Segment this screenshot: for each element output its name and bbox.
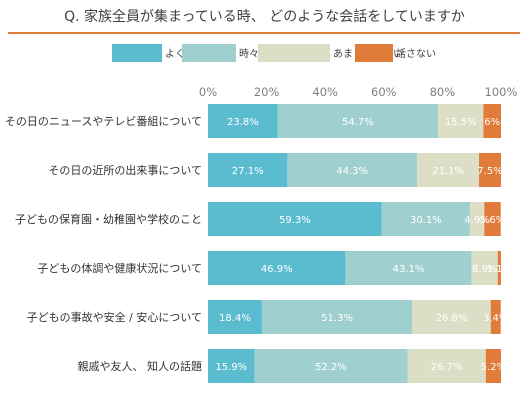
data-label-0-1: 54.7% <box>342 117 374 128</box>
data-label-4-3: 3.4% <box>483 313 508 324</box>
bar-3-1 <box>345 251 472 285</box>
bar-4-0 <box>208 300 262 334</box>
data-label-2-3: 5.6% <box>480 215 505 226</box>
x-tick-label-4: 80% <box>430 85 456 99</box>
bar-3-0 <box>208 251 346 285</box>
x-tick-label-2: 40% <box>312 85 338 99</box>
data-label-3-1: 43.1% <box>393 264 425 275</box>
bar-0-1 <box>277 104 439 138</box>
data-label-3-0: 46.9% <box>261 264 293 275</box>
legend-swatch-1 <box>182 44 236 62</box>
bars <box>208 104 501 383</box>
x-axis-ticks: 0% 20% 40% 60% 80% 100% <box>199 85 518 99</box>
bar-4-3 <box>490 300 501 334</box>
bar-4-2 <box>412 300 491 334</box>
category-label-3: 子どもの体調や健康状況について <box>37 261 202 275</box>
bar-5-3 <box>485 349 501 383</box>
bar-0-3 <box>483 104 501 138</box>
data-label-2-0: 59.3% <box>279 215 311 226</box>
bar-1-0 <box>208 153 288 187</box>
bar-2-0 <box>208 202 382 236</box>
x-tick-label-3: 60% <box>371 85 397 99</box>
data-label-3-3: 1.1% <box>487 264 512 275</box>
bar-0-2 <box>438 104 484 138</box>
data-label-5-1: 52.2% <box>315 362 347 373</box>
category-labels: その日のニュースやテレビ番組についてその日の近所の出来事について子どもの保育園・… <box>5 115 202 373</box>
data-label-1-2: 21.1% <box>432 166 464 177</box>
data-label-0-3: 6% <box>484 117 500 128</box>
category-label-1: その日の近所の出来事について <box>48 163 202 177</box>
x-tick-label-1: 20% <box>254 85 280 99</box>
category-label-0: その日のニュースやテレビ番組について <box>5 115 202 128</box>
data-label-5-2: 26.7% <box>431 362 463 373</box>
bar-5-1 <box>254 349 408 383</box>
bar-3-3 <box>497 251 501 285</box>
data-label-4-2: 26.8% <box>436 313 468 324</box>
bar-1-2 <box>417 153 480 187</box>
category-label-5: 親戚や友人、 知人の話題 <box>78 359 203 373</box>
category-label-4: 子どもの事故や安全 / 安心について <box>27 310 202 324</box>
data-labels: 23.8% 54.7% 15.5% 6% 27.1% 44.3% 21.1% 7.5% 59.3… <box>215 117 512 373</box>
data-label-0-0: 23.8% <box>227 117 259 128</box>
data-label-3-2: 8.9% <box>472 264 497 275</box>
data-label-1-3: 7.5% <box>477 166 502 177</box>
legend-swatch-3 <box>355 44 393 62</box>
data-label-4-0: 18.4% <box>219 313 251 324</box>
bar-1-1 <box>287 153 418 187</box>
x-tick-label-0: 0% <box>199 85 217 99</box>
legend: よく話す時々話すあまり話さない話さない <box>112 44 436 62</box>
data-label-2-1: 30.1% <box>410 215 442 226</box>
data-label-0-2: 15.5% <box>445 117 477 128</box>
legend-swatch-2 <box>258 44 330 62</box>
data-label-1-0: 27.1% <box>232 166 264 177</box>
bar-5-2 <box>407 349 486 383</box>
data-label-2-2: 4.9% <box>464 215 489 226</box>
bar-0-0 <box>208 104 278 138</box>
category-label-2: 子どもの保育園・幼稚園や学校のこと <box>15 212 202 226</box>
legend-swatch-0 <box>112 44 162 62</box>
chart-title: Q. 家族全員が集まっている時、 どのような会話をしていますか <box>64 8 465 25</box>
data-label-1-1: 44.3% <box>336 166 368 177</box>
bar-5-0 <box>208 349 255 383</box>
bar-2-3 <box>484 202 501 236</box>
bar-1-3 <box>479 153 501 187</box>
data-label-4-1: 51.3% <box>321 313 353 324</box>
bar-3-2 <box>471 251 498 285</box>
data-label-5-0: 15.9% <box>215 362 247 373</box>
bar-2-1 <box>381 202 470 236</box>
bar-4-1 <box>261 300 413 334</box>
bar-2-2 <box>469 202 485 236</box>
x-tick-label-5: 100% <box>485 85 518 99</box>
legend-label-3: 話さない <box>396 47 436 60</box>
data-label-5-3: 5.2% <box>481 362 506 373</box>
